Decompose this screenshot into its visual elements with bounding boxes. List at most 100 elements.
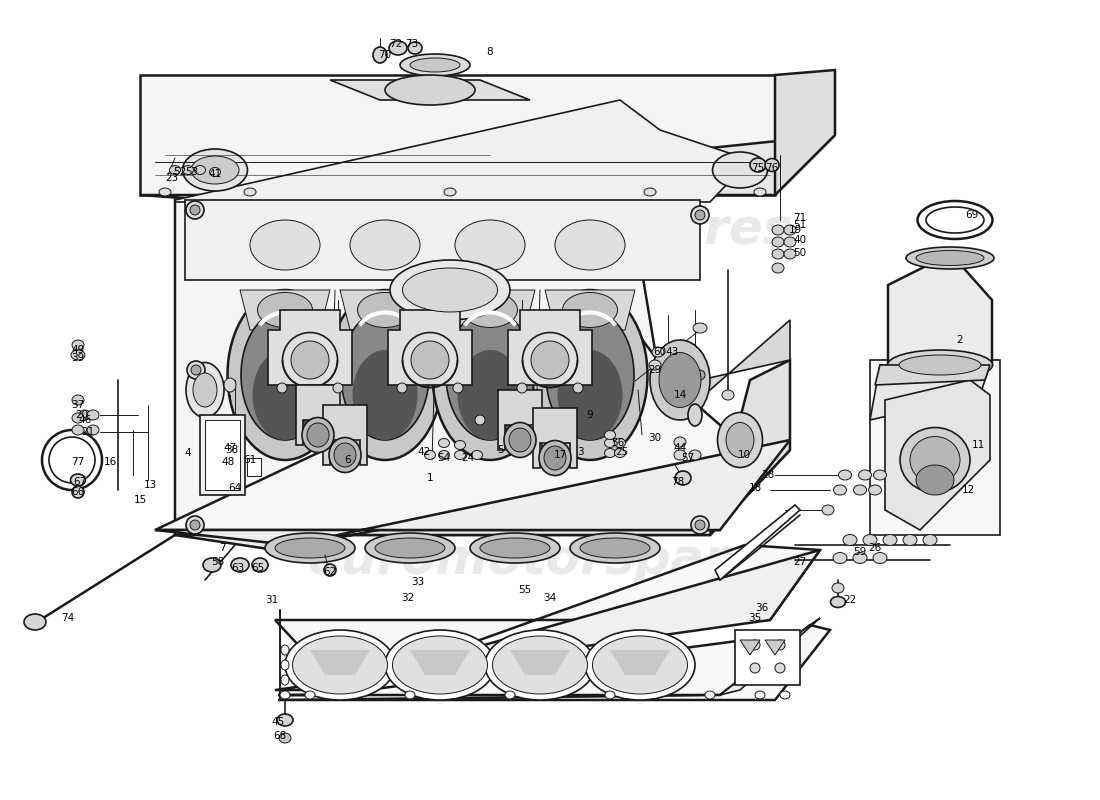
Polygon shape — [710, 360, 790, 535]
Ellipse shape — [275, 538, 345, 558]
Text: 25: 25 — [615, 447, 628, 457]
Ellipse shape — [410, 58, 460, 72]
Ellipse shape — [228, 290, 342, 460]
Bar — [205, 420, 240, 490]
Text: 71: 71 — [793, 213, 806, 223]
Text: 74: 74 — [62, 613, 75, 623]
Ellipse shape — [403, 268, 497, 312]
Text: 3: 3 — [576, 447, 583, 457]
Polygon shape — [534, 408, 578, 468]
Ellipse shape — [329, 438, 361, 473]
Ellipse shape — [280, 675, 289, 685]
Text: 26: 26 — [868, 543, 881, 553]
Ellipse shape — [562, 293, 617, 327]
Ellipse shape — [544, 446, 566, 470]
Ellipse shape — [439, 438, 450, 447]
Ellipse shape — [328, 290, 442, 460]
Text: 64: 64 — [229, 483, 242, 493]
Text: 23: 23 — [165, 173, 178, 183]
Ellipse shape — [605, 449, 616, 458]
Polygon shape — [310, 650, 370, 675]
Ellipse shape — [689, 450, 701, 460]
Ellipse shape — [293, 636, 387, 694]
Ellipse shape — [292, 341, 329, 379]
Polygon shape — [544, 290, 635, 330]
Polygon shape — [740, 640, 760, 655]
Text: 62: 62 — [323, 567, 337, 577]
Ellipse shape — [277, 714, 293, 726]
Ellipse shape — [470, 533, 560, 563]
Ellipse shape — [187, 361, 205, 379]
Text: 45: 45 — [272, 717, 285, 727]
Ellipse shape — [558, 350, 623, 440]
Ellipse shape — [755, 691, 764, 699]
Ellipse shape — [858, 470, 871, 480]
Text: 56: 56 — [612, 438, 625, 448]
Polygon shape — [410, 650, 470, 675]
Polygon shape — [700, 320, 790, 390]
Ellipse shape — [580, 538, 650, 558]
Ellipse shape — [615, 449, 626, 458]
Polygon shape — [874, 365, 990, 385]
Ellipse shape — [570, 533, 660, 563]
Ellipse shape — [389, 41, 407, 55]
Text: 66: 66 — [72, 487, 85, 497]
Ellipse shape — [869, 485, 881, 495]
Text: 4: 4 — [185, 448, 191, 458]
Ellipse shape — [454, 441, 465, 450]
Ellipse shape — [910, 437, 960, 483]
Ellipse shape — [375, 538, 446, 558]
Text: 31: 31 — [265, 595, 278, 605]
Ellipse shape — [546, 310, 634, 440]
Ellipse shape — [650, 340, 710, 420]
Ellipse shape — [204, 558, 221, 572]
Ellipse shape — [652, 347, 664, 357]
Ellipse shape — [717, 413, 762, 467]
Ellipse shape — [605, 430, 616, 439]
Ellipse shape — [505, 691, 515, 699]
Ellipse shape — [644, 188, 656, 196]
Ellipse shape — [772, 237, 784, 247]
Ellipse shape — [593, 636, 688, 694]
Ellipse shape — [385, 630, 495, 700]
Ellipse shape — [722, 390, 734, 400]
Ellipse shape — [358, 293, 412, 327]
Ellipse shape — [900, 427, 970, 493]
Ellipse shape — [695, 370, 705, 380]
Ellipse shape — [265, 533, 355, 563]
Ellipse shape — [408, 42, 422, 54]
Ellipse shape — [277, 383, 287, 393]
Text: 38: 38 — [226, 445, 239, 455]
Polygon shape — [296, 385, 340, 445]
Polygon shape — [388, 310, 472, 385]
Text: 50: 50 — [793, 248, 806, 258]
Ellipse shape — [517, 383, 527, 393]
Text: 75: 75 — [751, 163, 764, 173]
Text: 21: 21 — [81, 427, 95, 437]
Text: 43: 43 — [666, 347, 679, 357]
Polygon shape — [764, 640, 785, 655]
Polygon shape — [498, 390, 542, 450]
Polygon shape — [776, 70, 835, 195]
Ellipse shape — [726, 422, 754, 458]
Text: 49: 49 — [72, 345, 85, 355]
Ellipse shape — [454, 450, 465, 459]
Ellipse shape — [903, 534, 917, 546]
Text: 58: 58 — [211, 557, 224, 567]
Ellipse shape — [605, 438, 616, 447]
Ellipse shape — [425, 450, 436, 459]
Ellipse shape — [695, 210, 705, 220]
Ellipse shape — [72, 395, 84, 405]
Text: 32: 32 — [402, 593, 415, 603]
Polygon shape — [155, 310, 760, 530]
Text: 70: 70 — [378, 50, 392, 60]
Text: 72: 72 — [389, 39, 403, 49]
Ellipse shape — [539, 441, 571, 475]
Ellipse shape — [169, 166, 180, 174]
Ellipse shape — [352, 350, 418, 440]
Ellipse shape — [183, 149, 248, 191]
Ellipse shape — [906, 247, 994, 269]
Bar — [870, 360, 1000, 535]
Polygon shape — [155, 440, 790, 545]
Text: 44: 44 — [673, 443, 686, 453]
